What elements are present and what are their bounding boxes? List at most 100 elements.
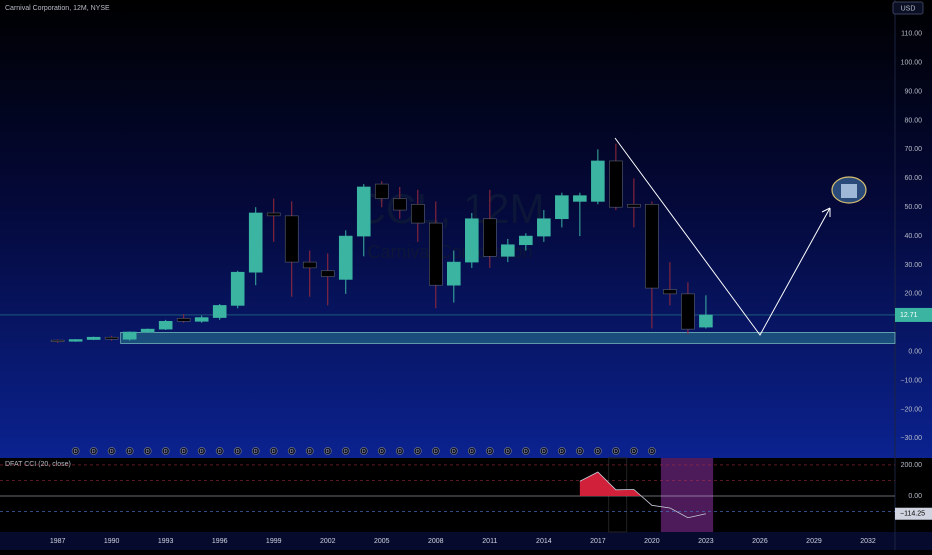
dividend-label: D bbox=[506, 449, 510, 455]
dividend-label: D bbox=[218, 449, 222, 455]
last-price-label: 12.71 bbox=[900, 312, 918, 319]
candle-body bbox=[410, 203, 425, 224]
candle-body bbox=[194, 317, 209, 322]
dividend-label: D bbox=[380, 449, 384, 455]
dividend-label: D bbox=[596, 449, 600, 455]
dividend-label: D bbox=[254, 449, 258, 455]
x-tick-label: 2005 bbox=[374, 538, 390, 545]
dividend-label: D bbox=[128, 449, 132, 455]
dividend-marker bbox=[593, 447, 602, 455]
candle-body bbox=[356, 186, 371, 237]
dividend-marker bbox=[485, 447, 494, 455]
dividend-label: D bbox=[92, 449, 96, 455]
y-tick-label: −30.00 bbox=[900, 435, 922, 442]
dividend-marker bbox=[89, 447, 98, 455]
candle-body bbox=[573, 195, 587, 202]
candle-body bbox=[68, 339, 83, 342]
dividend-label: D bbox=[146, 449, 150, 455]
candle-body bbox=[320, 270, 335, 277]
dividend-marker bbox=[647, 447, 656, 455]
indicator-pane bbox=[0, 458, 932, 532]
candle-body bbox=[122, 331, 137, 340]
indicator-fill bbox=[579, 471, 706, 497]
arrow-head bbox=[821, 207, 831, 217]
x-tick-label: 2002 bbox=[320, 538, 336, 545]
y-tick-label: 110.00 bbox=[901, 31, 922, 38]
candle-body bbox=[699, 314, 713, 328]
x-tick-label: 2029 bbox=[806, 538, 822, 545]
currency[interactable]: USD bbox=[901, 5, 916, 12]
dividend-label: D bbox=[488, 449, 492, 455]
dividend-marker bbox=[287, 447, 296, 455]
dividend-label: D bbox=[542, 449, 546, 455]
dividend-label: D bbox=[290, 449, 294, 455]
last-price-box bbox=[895, 307, 932, 322]
dividend-label: D bbox=[362, 449, 366, 455]
x-tick-label: 2020 bbox=[644, 538, 660, 545]
candle-body bbox=[302, 261, 317, 269]
dividend-marker bbox=[215, 447, 224, 455]
dividend-marker bbox=[305, 447, 314, 455]
dividend-marker bbox=[575, 447, 584, 455]
candle-body bbox=[392, 198, 407, 211]
x-tick-label: 2026 bbox=[752, 538, 768, 545]
candle-body bbox=[50, 339, 65, 342]
candle-body bbox=[248, 212, 263, 273]
trend-drawing bbox=[614, 137, 831, 336]
dividend-marker bbox=[431, 447, 440, 455]
candle-body bbox=[140, 328, 155, 333]
dividend-label: D bbox=[524, 449, 528, 455]
highlight-zone bbox=[660, 458, 714, 532]
x-tick-label: 1999 bbox=[266, 538, 282, 545]
candle-body bbox=[428, 222, 443, 286]
candle-body bbox=[591, 160, 605, 202]
y-tick-label: 60.00 bbox=[904, 175, 922, 182]
candle-body bbox=[645, 203, 659, 289]
y-tick-label: 100.00 bbox=[901, 60, 923, 67]
x-tick-label: 1996 bbox=[212, 538, 228, 545]
dividend-marker bbox=[629, 447, 638, 455]
x-tick-label: 2032 bbox=[860, 538, 876, 545]
indicator-name: DFAT CCI (20, close) bbox=[5, 461, 71, 468]
indicator-last-box bbox=[895, 507, 932, 520]
dividend-marker bbox=[125, 447, 134, 455]
dividend-label: D bbox=[344, 449, 348, 455]
drawings bbox=[614, 137, 867, 336]
dividend-label: D bbox=[74, 449, 78, 455]
y-tick-label: 90.00 bbox=[904, 88, 922, 95]
y-tick-label: 50.00 bbox=[904, 204, 922, 211]
dividend-label: D bbox=[650, 449, 654, 455]
x-tick-label: 1993 bbox=[158, 538, 174, 545]
candle-body bbox=[86, 336, 101, 340]
dividend-marker bbox=[197, 447, 206, 455]
dividend-label: D bbox=[452, 449, 456, 455]
dividend-marker bbox=[179, 447, 188, 455]
candle-body bbox=[158, 321, 173, 330]
currency-button[interactable] bbox=[892, 1, 924, 15]
dividend-label: D bbox=[560, 449, 564, 455]
dividend-marker bbox=[71, 447, 80, 455]
candle-body bbox=[338, 235, 353, 280]
y-tick-label: 0.00 bbox=[908, 349, 922, 356]
x-tick-label: 2011 bbox=[482, 538, 497, 545]
candle-body bbox=[609, 160, 623, 208]
candle-body bbox=[537, 218, 551, 237]
y-tick-label: 30.00 bbox=[904, 262, 922, 269]
dividend-label: D bbox=[434, 449, 438, 455]
candle-body bbox=[212, 305, 227, 318]
time-axis bbox=[0, 532, 932, 550]
indicator-tick-label: 200.00 bbox=[901, 462, 923, 469]
dividend-marker bbox=[521, 447, 530, 455]
x-tick-label: 2023 bbox=[698, 538, 714, 545]
dividend-label: D bbox=[470, 449, 474, 455]
dividend-marker bbox=[503, 447, 512, 455]
candle-body bbox=[627, 203, 641, 208]
candle-body bbox=[501, 244, 515, 257]
indicator-tick-label: 0.00 bbox=[908, 493, 922, 500]
chart-title: Carnival Corporation, 12M, NYSE bbox=[5, 5, 110, 12]
y-tick-label: 80.00 bbox=[904, 117, 922, 124]
dividend-label: D bbox=[236, 449, 240, 455]
candle-body bbox=[555, 195, 569, 220]
dividend-marker bbox=[269, 447, 278, 455]
